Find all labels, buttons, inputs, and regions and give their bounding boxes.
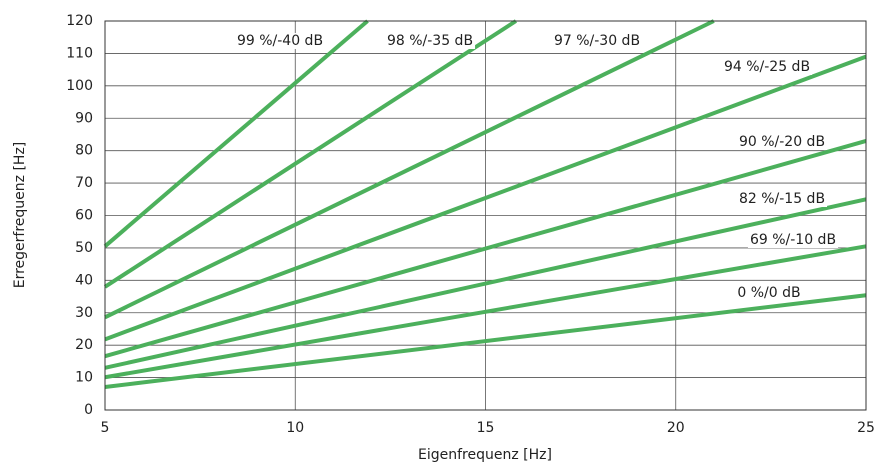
- label-background: [736, 191, 828, 207]
- y-tick-label: 30: [75, 305, 93, 321]
- y-tick-label: 120: [66, 13, 93, 29]
- x-tick-label: 15: [477, 420, 495, 436]
- y-tick-label: 90: [75, 110, 93, 126]
- y-axis-label: Erregerfrequenz [Hz]: [12, 142, 28, 289]
- series-label: 90 %/-20 dB: [739, 134, 825, 150]
- x-tick-label: 20: [667, 420, 685, 436]
- series-line: [104, 293, 867, 389]
- label-background: [721, 59, 813, 75]
- y-tick-label: 60: [75, 208, 93, 224]
- x-axis-label: Eigenfrequenz [Hz]: [418, 447, 552, 463]
- series-label: 99 %/-40 dB: [237, 33, 323, 49]
- series-line: [104, 54, 867, 342]
- x-tick-label: 5: [101, 420, 110, 436]
- series-line: [104, 197, 867, 370]
- y-tick-label: 0: [84, 402, 93, 418]
- y-tick-label: 80: [75, 143, 93, 159]
- label-background: [735, 285, 803, 301]
- y-tick-label: 10: [75, 370, 93, 386]
- y-tick-label: 70: [75, 175, 93, 191]
- series-line: [104, 244, 867, 380]
- y-tick-label: 50: [75, 240, 93, 256]
- y-tick-label: 110: [66, 45, 93, 61]
- label-background: [736, 134, 828, 150]
- x-tick-label: 25: [857, 420, 875, 436]
- label-background: [747, 232, 839, 248]
- label-background: [234, 33, 326, 49]
- plot-frame: [104, 20, 867, 411]
- series-label: 97 %/-30 dB: [554, 33, 640, 49]
- series-label: 82 %/-15 dB: [739, 191, 825, 207]
- series-line: [104, 139, 867, 359]
- series-label: 69 %/-10 dB: [750, 232, 836, 248]
- y-tick-label: 100: [66, 78, 93, 94]
- series-label: 98 %/-35 dB: [387, 33, 473, 49]
- series-label: 94 %/-25 dB: [724, 59, 810, 75]
- series-label: 0 %/0 dB: [737, 285, 800, 301]
- series-line: [103, 19, 518, 289]
- series-line: [103, 19, 369, 248]
- x-tick-label: 10: [286, 420, 304, 436]
- series-line: [104, 19, 715, 320]
- label-background: [551, 33, 643, 49]
- y-tick-label: 40: [75, 272, 93, 288]
- label-background: [384, 33, 476, 49]
- y-tick-label: 20: [75, 337, 93, 353]
